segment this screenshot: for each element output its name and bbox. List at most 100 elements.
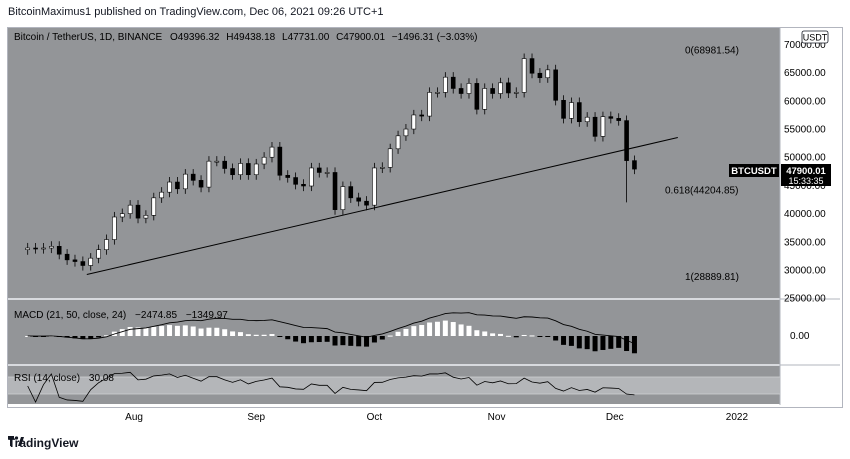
macd-legend: MACD (21, 50, close, 24) −2474.85 −1349.…: [14, 310, 228, 321]
candle: [135, 200, 141, 224]
candle: [348, 181, 354, 203]
candle: [340, 181, 346, 215]
macd-bar: [261, 334, 267, 336]
candle: [246, 158, 251, 180]
macd-bar: [624, 336, 630, 352]
macd-bar: [332, 336, 338, 346]
currency-badge-label: USDT: [803, 33, 828, 43]
macd-bar: [214, 327, 220, 336]
price-axis[interactable]: 70000.00 65000.00 60000.00 55000.00 50000.00…: [784, 40, 826, 305]
macd-bar: [190, 326, 196, 336]
macd-bar: [553, 336, 559, 341]
macd-bar: [340, 336, 346, 346]
candle: [513, 87, 519, 99]
macd-bar: [237, 332, 243, 336]
macd-bar: [458, 324, 464, 336]
y-tick-label: 70000.00: [784, 40, 826, 51]
macd-bar: [182, 325, 188, 336]
fib-levels: 0(68981.54) 0.618(44204.85) 1(28889.81): [665, 46, 739, 283]
candle: [127, 200, 133, 219]
candle: [112, 211, 117, 245]
macd-bar: [277, 336, 283, 337]
open-value: 49396.32: [178, 32, 220, 43]
candle: [324, 167, 330, 178]
fib-level-label: 1(28889.81): [685, 272, 739, 283]
candle: [435, 87, 440, 98]
footer-brand[interactable]: TradingView: [8, 436, 78, 450]
last-price-badge: [781, 164, 831, 186]
last-price-label: 47900.01: [786, 166, 826, 177]
candle: [490, 83, 495, 99]
candle: [584, 112, 590, 127]
macd-bar: [293, 336, 299, 342]
rsi-band: [8, 377, 780, 394]
candle: [537, 68, 543, 83]
y-tick-label: 65000.00: [784, 68, 826, 79]
macd-histogram: [25, 320, 637, 354]
y-tick-label: 25000.00: [784, 294, 826, 305]
macd-signal-value: −1349.97: [186, 310, 228, 321]
macd-bar: [127, 326, 133, 336]
candle: [624, 115, 629, 203]
time-axis[interactable]: Aug Sep Oct Nov Dec 2022: [125, 412, 748, 423]
candle: [198, 175, 204, 193]
macd-bar: [135, 327, 141, 336]
macd-bar: [198, 328, 204, 336]
candle: [474, 78, 480, 115]
high-value: 49438.18: [234, 32, 276, 43]
macd-bar: [159, 326, 165, 336]
y-tick-label: 30000.00: [784, 266, 826, 277]
y-tick-label: 45000.00: [784, 181, 826, 192]
candle: [411, 109, 417, 135]
tradingview-logo-icon: [8, 436, 24, 446]
macd-bar: [174, 325, 180, 336]
candle: [151, 192, 157, 221]
y-tick-label: 50000.00: [784, 153, 826, 164]
macd-bar: [324, 336, 330, 342]
support-trendline[interactable]: [86, 137, 678, 275]
currency-badge[interactable]: [801, 30, 829, 44]
macd-bar: [40, 336, 46, 337]
macd-bar: [269, 334, 275, 336]
candle: [443, 72, 448, 98]
symbol-title: Bitcoin / TetherUS, 1D, BINANCE: [14, 32, 163, 43]
macd-bar: [561, 336, 567, 345]
symbol-badge-label: BTCUSDT: [731, 166, 777, 177]
macd-bar: [529, 335, 535, 337]
candle: [301, 179, 306, 192]
macd-value: −2474.85: [135, 310, 177, 321]
fib-level-label: 0(68981.54): [685, 46, 739, 57]
candle: [498, 77, 503, 99]
candle: [482, 83, 488, 115]
candle: [553, 64, 558, 106]
macd-title: MACD (21, 50, close, 24): [14, 310, 126, 321]
candle: [576, 97, 582, 127]
macd-bar: [104, 335, 109, 337]
candle: [104, 234, 109, 255]
macd-bar: [616, 336, 622, 348]
candle: [285, 170, 291, 183]
candles-layer: [25, 53, 637, 271]
macd-zero-tick: 0.00: [790, 331, 810, 342]
candle: [25, 242, 31, 255]
macd-bar: [568, 336, 574, 346]
candle: [222, 156, 227, 174]
symbol-badge[interactable]: [729, 164, 779, 177]
x-tick-label: Sep: [247, 412, 265, 423]
candle: [230, 163, 235, 180]
macd-bar: [434, 321, 440, 336]
candle: [309, 162, 314, 192]
candle: [64, 249, 70, 265]
macd-bar: [33, 336, 39, 337]
candle: [277, 142, 283, 181]
y-tick-label: 35000.00: [784, 237, 826, 248]
candle: [569, 97, 574, 124]
macd-bar: [411, 326, 417, 336]
macd-bar: [466, 325, 472, 336]
candle: [379, 162, 385, 174]
macd-bar: [387, 335, 393, 337]
candle: [269, 142, 275, 163]
candle: [206, 156, 212, 193]
macd-bar: [505, 335, 511, 337]
